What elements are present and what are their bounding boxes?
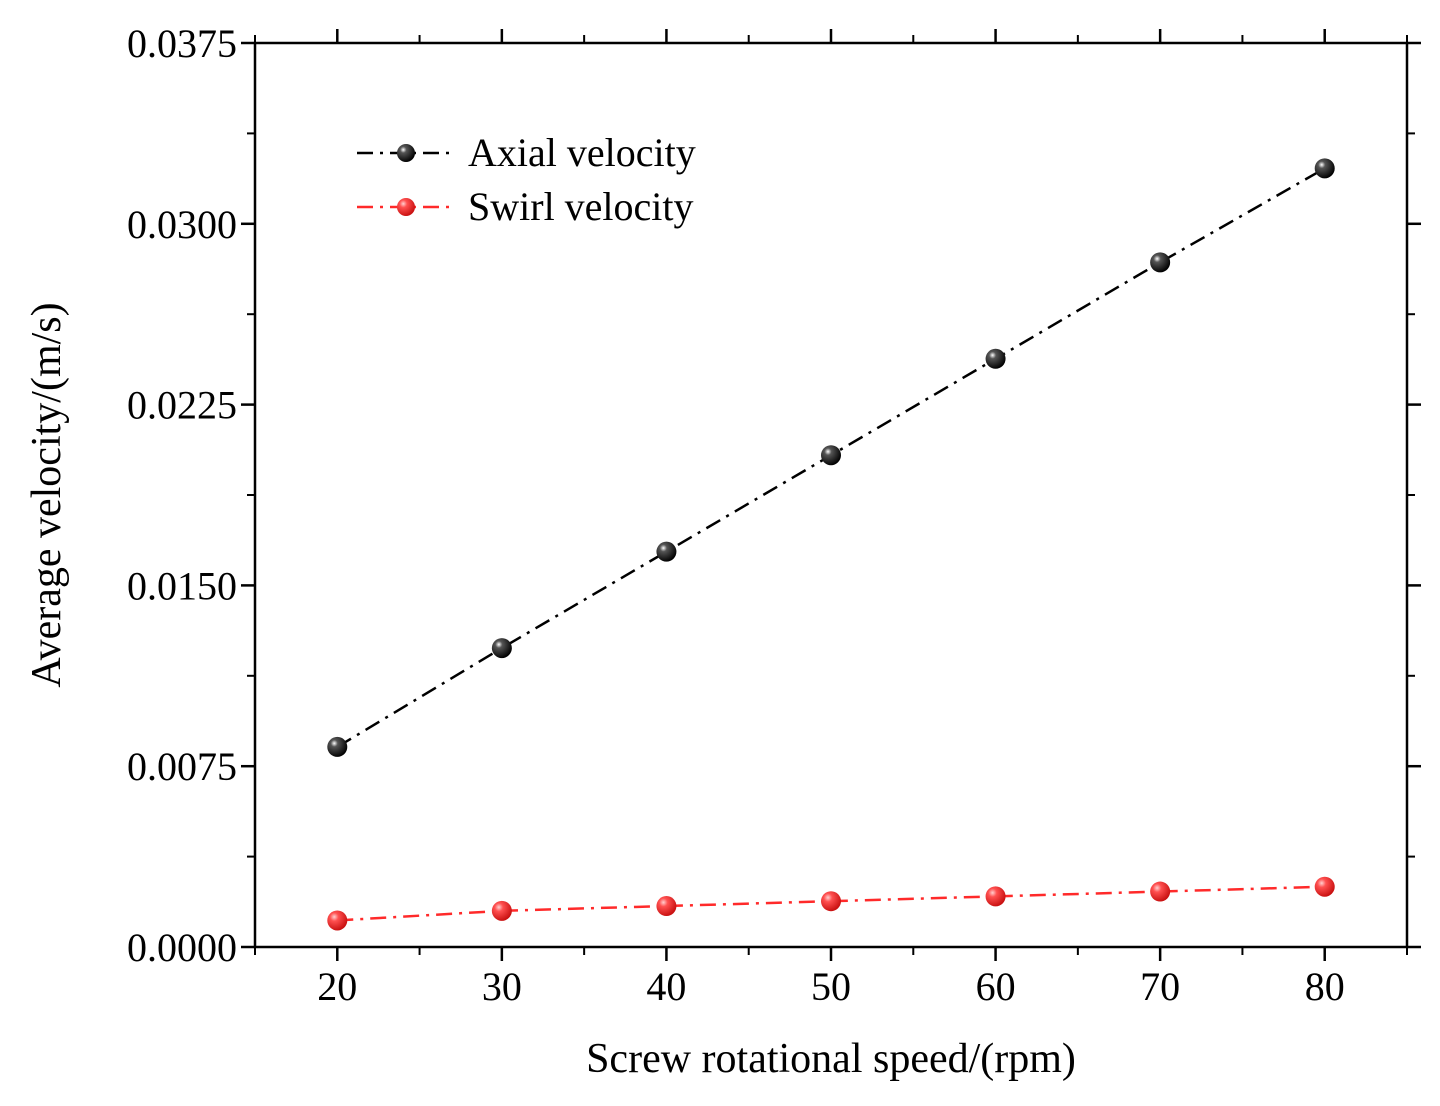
x-tick-label: 40 <box>646 964 686 1009</box>
y-axis-title: Average velocity/(m/s) <box>24 302 70 687</box>
data-point-axial <box>1150 252 1171 273</box>
data-point-axial <box>1314 158 1335 179</box>
data-point-swirl <box>656 896 677 917</box>
legend-marker-axial <box>397 144 415 162</box>
data-point-swirl <box>1150 881 1171 902</box>
data-point-axial <box>821 445 841 466</box>
y-tick-label: 0.0000 <box>127 925 237 970</box>
y-tick-label: 0.0375 <box>127 21 237 66</box>
plot-frame <box>253 41 1409 949</box>
legend-label-swirl: Swirl velocity <box>468 184 694 229</box>
data-point-swirl <box>821 891 841 912</box>
y-tick-label: 0.0300 <box>127 202 237 247</box>
x-axis-title: Screw rotational speed/(rpm) <box>586 1036 1076 1082</box>
y-tick-label: 0.0150 <box>127 563 237 608</box>
data-point-swirl <box>491 900 512 921</box>
x-tick-label: 80 <box>1305 964 1345 1009</box>
y-tick-label: 0.0225 <box>127 383 237 428</box>
legend-marker-swirl <box>397 198 415 216</box>
x-tick-label: 20 <box>317 964 357 1009</box>
data-point-swirl <box>1314 876 1335 897</box>
y-axis-ticks: 0.0000 0.0075 0.0150 0.0225 0.0300 0.0375 <box>127 21 1421 970</box>
data-point-axial <box>327 736 348 757</box>
data-point-axial <box>656 541 677 562</box>
series-lines <box>336 167 1326 922</box>
x-tick-label: 50 <box>811 964 851 1009</box>
y-tick-label: 0.0075 <box>127 744 237 789</box>
data-point-swirl <box>327 910 348 931</box>
data-point-swirl <box>985 886 1006 907</box>
x-tick-label: 60 <box>976 964 1016 1009</box>
x-tick-label: 70 <box>1140 964 1180 1009</box>
legend-label-axial: Axial velocity <box>468 130 696 175</box>
series-points <box>327 158 1335 931</box>
x-tick-label: 30 <box>482 964 522 1009</box>
x-axis-ticks: 20 30 40 50 60 70 80 <box>254 29 1408 1009</box>
data-point-axial <box>491 638 512 659</box>
legend: Axial velocity Swirl velocity <box>357 130 696 229</box>
data-point-axial <box>985 348 1006 369</box>
